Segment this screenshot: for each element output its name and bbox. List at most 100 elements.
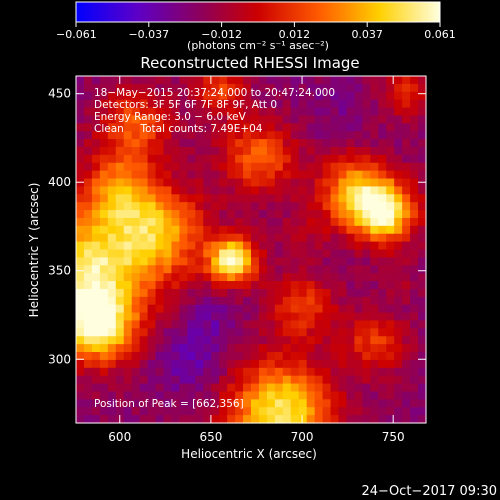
heatmap-cell	[282, 131, 292, 140]
heatmap-cell	[76, 407, 85, 416]
heatmap-cell	[266, 296, 276, 306]
heatmap-cell	[251, 273, 260, 282]
heatmap-cell	[290, 107, 300, 117]
heatmap-cell	[163, 146, 173, 156]
annotation-energy-range: Energy Range: 3.0 − 6.0 keV	[94, 111, 247, 123]
heatmap-cell	[378, 359, 387, 369]
heatmap-cell	[195, 233, 204, 243]
heatmap-cell	[330, 407, 340, 416]
heatmap-cell	[99, 154, 109, 164]
heatmap-cell	[76, 415, 85, 424]
heatmap-cell	[115, 107, 125, 117]
heatmap-cell	[235, 233, 244, 243]
heatmap-cell	[370, 399, 379, 408]
heatmap-cell	[99, 99, 109, 109]
heatmap-cell	[370, 131, 379, 140]
heatmap-cell	[322, 115, 332, 124]
heatmap-cell	[227, 217, 236, 227]
heatmap-cell	[394, 265, 403, 274]
heatmap-cell	[83, 320, 93, 329]
heatmap-cell	[378, 241, 387, 251]
heatmap-cell	[378, 367, 387, 377]
heatmap-cell	[322, 288, 332, 298]
heatmap-cell	[147, 83, 157, 93]
heatmap-cell	[418, 131, 427, 140]
colorbar: −0.061 −0.037 −0.012 0.012 0.037 0.061 (photo…	[56, 1, 456, 52]
heatmap-cell	[362, 399, 371, 408]
heatmap-cell	[227, 281, 236, 290]
heatmap-cell	[155, 281, 165, 290]
heatmap-cell	[219, 359, 228, 369]
heatmap-cell	[354, 115, 363, 124]
heatmap-cell	[115, 407, 125, 416]
heatmap-cell	[107, 415, 117, 424]
heatmap-cell	[91, 76, 101, 85]
heatmap-cell	[394, 241, 403, 251]
heatmap-cell	[235, 281, 244, 290]
heatmap-cell	[139, 407, 149, 416]
heatmap-cell	[179, 257, 188, 266]
heatmap-cell	[378, 415, 387, 424]
heatmap-cell	[243, 352, 252, 361]
heatmap-cell	[131, 320, 141, 329]
heatmap-cell	[171, 296, 180, 306]
heatmap-cell	[402, 210, 411, 219]
heatmap-cell	[290, 115, 300, 124]
heatmap-cell	[203, 352, 212, 361]
heatmap-cell	[266, 202, 276, 211]
heatmap-cell	[139, 296, 149, 306]
heatmap-cell	[131, 146, 141, 156]
heatmap-cell	[282, 249, 292, 258]
heatmap-cell	[282, 328, 292, 337]
heatmap-cell	[76, 210, 85, 219]
heatmap-cell	[171, 328, 180, 337]
heatmap-cell	[91, 273, 101, 282]
heatmap-cell	[76, 312, 85, 322]
heatmap-cell	[402, 83, 411, 93]
heatmap-cell	[418, 359, 427, 369]
heatmap-cell	[298, 217, 308, 227]
heatmap-cell	[227, 375, 236, 385]
heatmap-cell	[251, 170, 260, 180]
heatmap-cell	[282, 375, 292, 385]
heatmap-cell	[290, 415, 300, 424]
heatmap-cell	[418, 194, 427, 203]
heatmap-cell	[306, 296, 316, 306]
heatmap-cell	[410, 296, 419, 306]
heatmap-cell	[274, 415, 284, 424]
heatmap-cell	[266, 139, 276, 148]
heatmap-cell	[107, 359, 117, 369]
heatmap-cell	[394, 83, 403, 93]
heatmap-cell	[410, 328, 419, 337]
heatmap-cell	[83, 407, 93, 416]
heatmap-cell	[402, 131, 411, 140]
heatmap-cell	[99, 233, 109, 243]
heatmap-cell	[163, 281, 173, 290]
heatmap-cell	[322, 367, 332, 377]
heatmap-cell	[171, 91, 180, 101]
heatmap-cell	[235, 146, 244, 156]
heatmap-cell	[330, 241, 340, 251]
heatmap-cell	[123, 391, 133, 400]
heatmap-cell	[219, 296, 228, 306]
heatmap-cell	[378, 304, 387, 314]
heatmap-cell	[155, 83, 165, 93]
heatmap-cell	[187, 336, 196, 345]
heatmap-cell	[235, 288, 244, 298]
heatmap-cell	[338, 265, 348, 274]
heatmap-cell	[139, 328, 149, 337]
heatmap-cell	[107, 76, 117, 85]
heatmap-cell	[147, 249, 157, 258]
heatmap-cell	[402, 391, 411, 400]
heatmap-cell	[147, 304, 157, 314]
heatmap-cell	[131, 359, 141, 369]
heatmap-cell	[266, 328, 276, 337]
heatmap-cell	[227, 123, 236, 132]
heatmap-cell	[76, 225, 85, 235]
heatmap-cell	[251, 225, 260, 235]
heatmap-cell	[330, 202, 340, 211]
heatmap-cell	[243, 415, 252, 424]
heatmap-cell	[179, 375, 188, 385]
heatmap-cell	[203, 202, 212, 211]
heatmap-cell	[306, 107, 316, 117]
